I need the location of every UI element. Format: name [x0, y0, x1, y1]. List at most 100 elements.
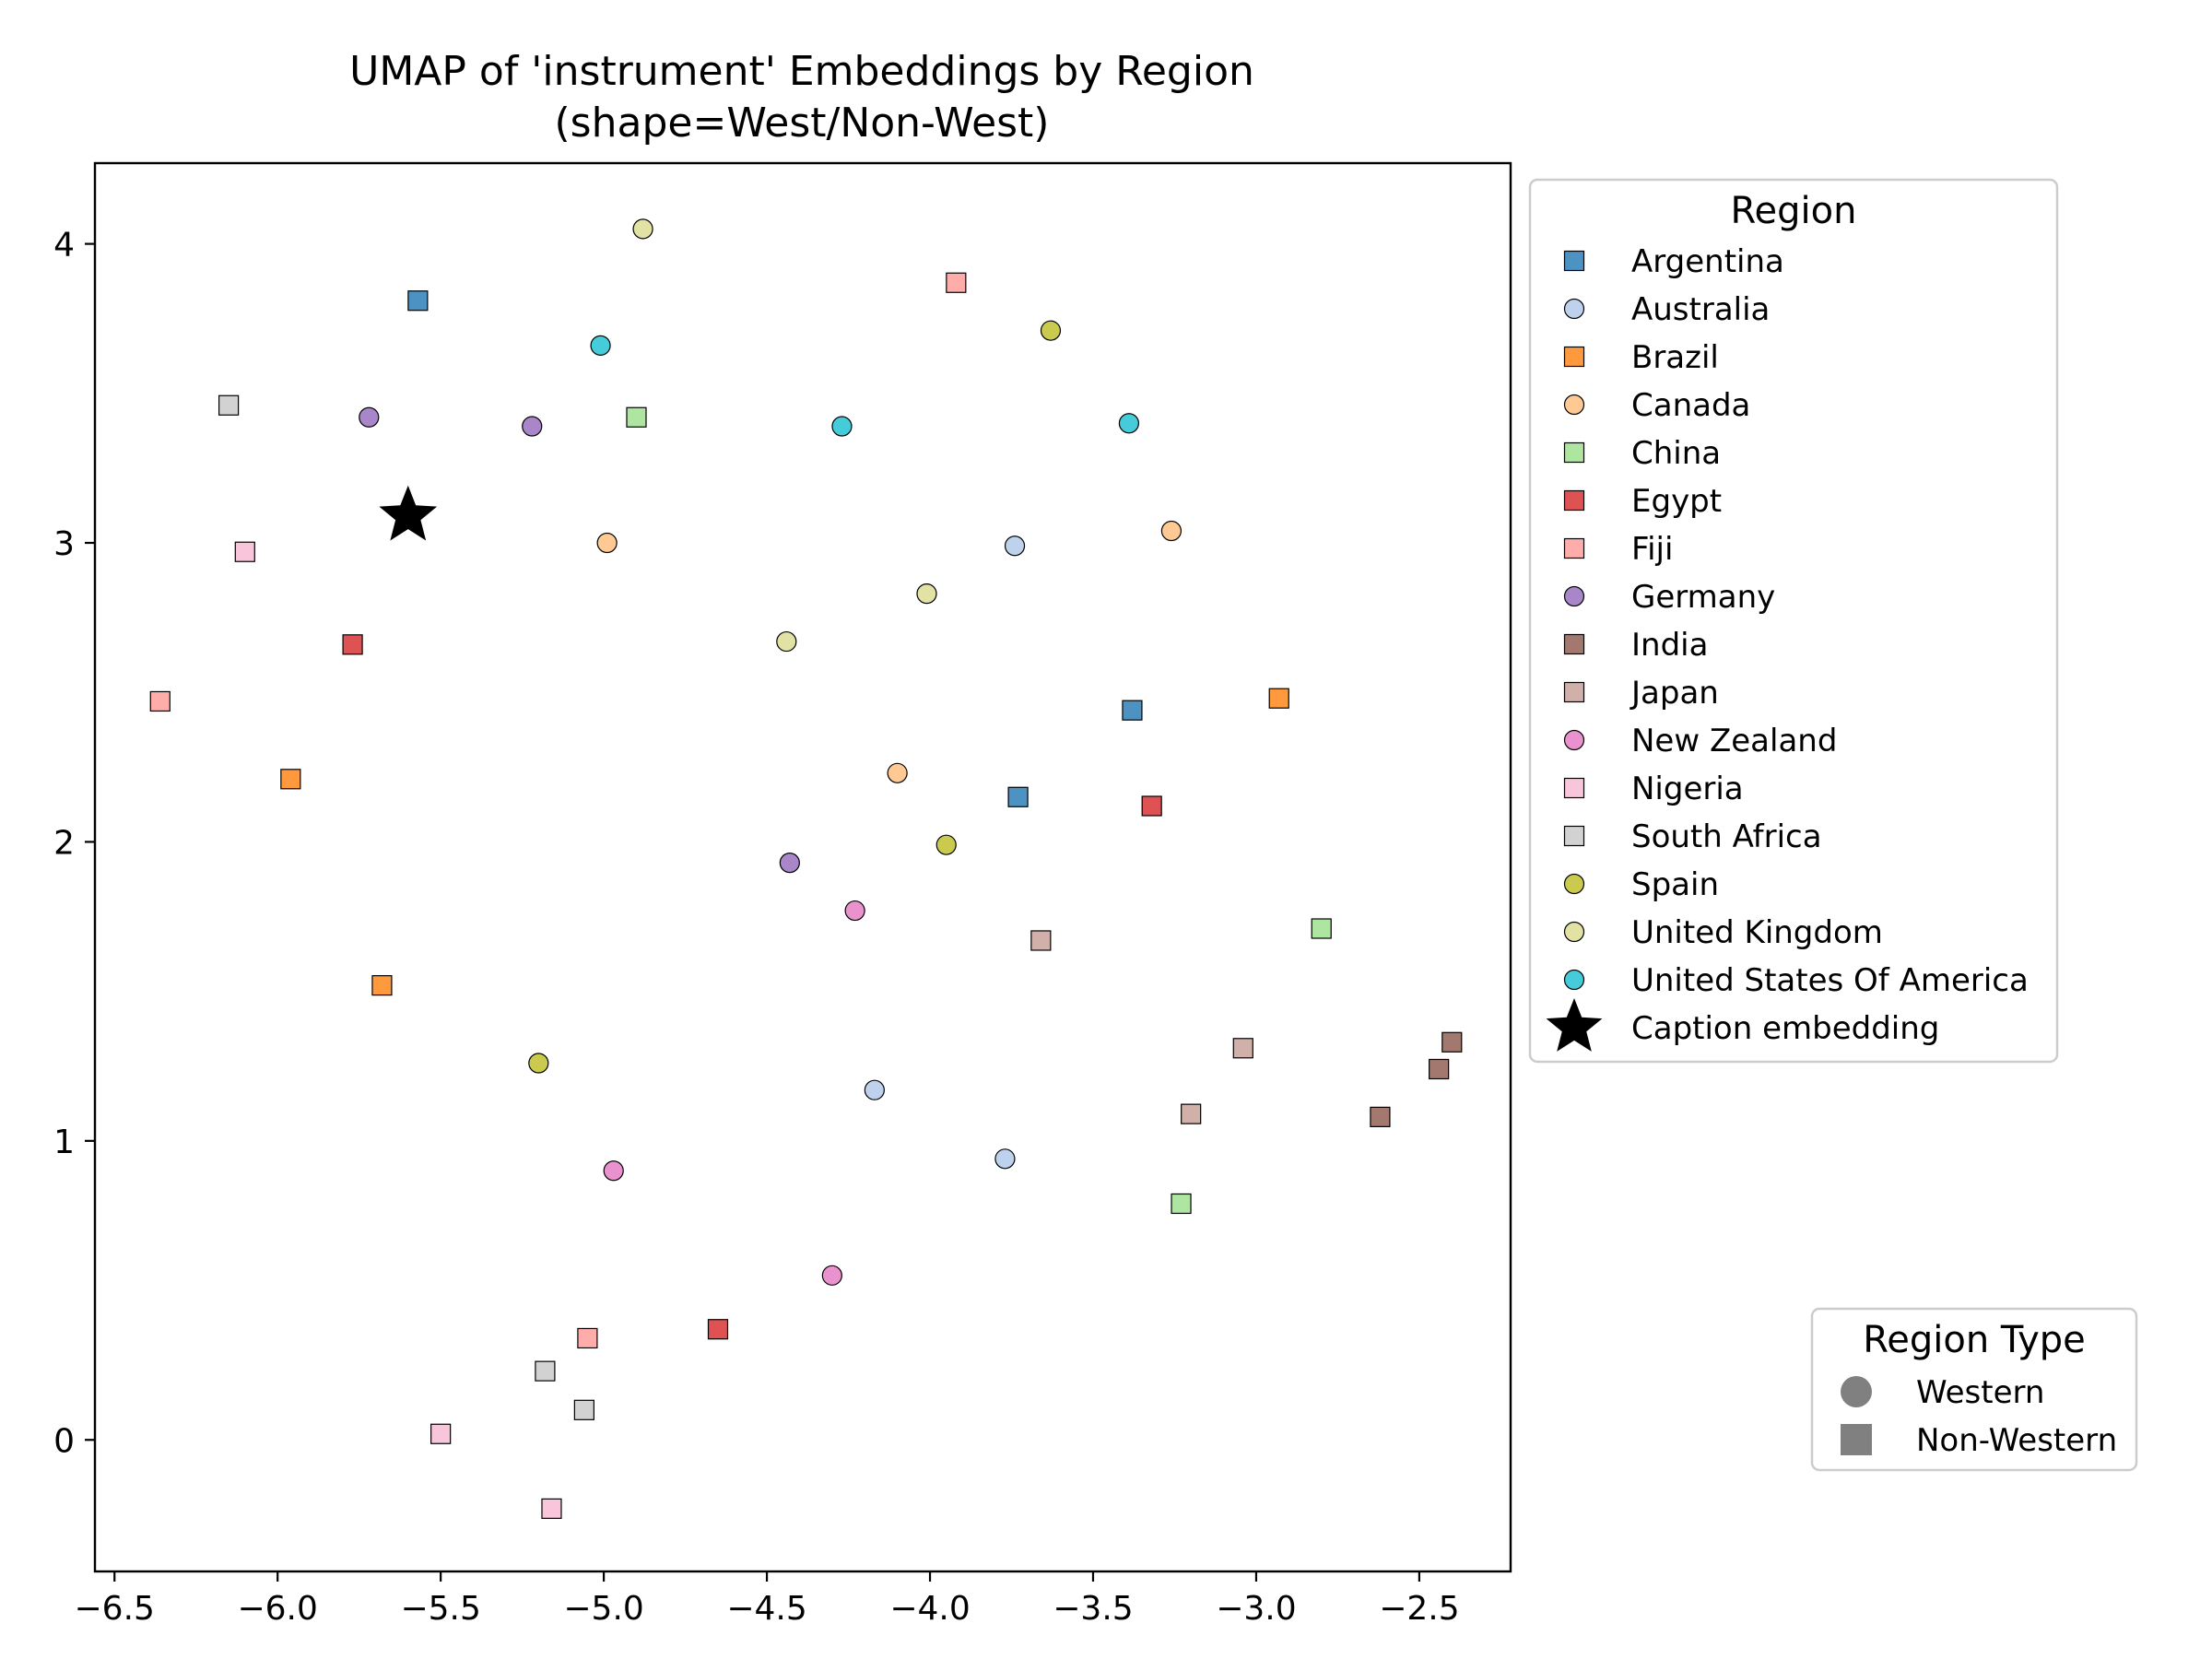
- data-point: [916, 583, 937, 605]
- legend-marker: [1563, 681, 1585, 703]
- data-point: [234, 541, 255, 562]
- data-point: [1141, 795, 1162, 817]
- legend-entry: Fiji: [1631, 531, 1673, 568]
- legend-entry: India: [1631, 627, 1708, 664]
- legend-marker: [1563, 537, 1585, 559]
- data-point: [1311, 918, 1332, 939]
- region-legend-frame: [1528, 178, 2059, 1064]
- chart-subtitle: (shape=West/Non-West): [555, 100, 1050, 147]
- region-type-legend-title: Region Type: [1863, 1319, 2086, 1361]
- data-point: [1429, 1058, 1450, 1080]
- legend-marker: [1563, 825, 1585, 847]
- y-tick-label: 1: [53, 1124, 75, 1161]
- legend-marker: [1563, 873, 1585, 895]
- data-point: [1370, 1106, 1391, 1127]
- scatter-points: [149, 218, 1463, 1519]
- chart-title: UMAP of 'instrument' Embeddings by Regio…: [349, 48, 1254, 95]
- caption-embedding-point: [379, 485, 438, 541]
- legend-marker: [1563, 633, 1585, 655]
- legend-marker: [1563, 969, 1585, 991]
- data-point: [1118, 413, 1140, 434]
- legend-entry: Nigeria: [1631, 771, 1744, 807]
- legend-marker: [1563, 921, 1585, 943]
- y-tick-label: 0: [53, 1422, 75, 1460]
- legend-caption-star: [1546, 998, 1603, 1052]
- legend-marker: [1563, 298, 1585, 320]
- legend-entry-caption: Caption embedding: [1631, 1010, 1939, 1047]
- legend-entry: South Africa: [1631, 818, 1822, 855]
- legend-marker: [1563, 394, 1585, 416]
- y-tick-label: 2: [53, 824, 75, 862]
- data-point: [596, 532, 618, 554]
- legend-entry: Canada: [1631, 387, 1750, 424]
- x-tick-label: −4.5: [726, 1590, 806, 1628]
- y-tick-label: 3: [53, 525, 75, 563]
- legend-entry: Egypt: [1631, 483, 1722, 520]
- region-type-entry: Western: [1916, 1374, 2044, 1411]
- data-point: [844, 900, 865, 922]
- data-point: [626, 406, 647, 428]
- data-point: [573, 1399, 594, 1420]
- legend-entry: New Zealand: [1631, 723, 1837, 759]
- data-point: [149, 690, 171, 712]
- region-type-marker: [1841, 1424, 1872, 1455]
- legend-entry: Argentina: [1631, 243, 1784, 280]
- region-legend-title: Region: [1731, 190, 1857, 232]
- data-point: [577, 1327, 598, 1349]
- data-point: [707, 1319, 729, 1340]
- data-point: [864, 1079, 885, 1100]
- data-point: [407, 290, 429, 312]
- data-point: [887, 762, 908, 783]
- legend-entry: China: [1631, 435, 1721, 472]
- legend-entry: Germany: [1631, 579, 1775, 616]
- region-legend: Region Argentina Australia Brazil Canada Chi…: [1528, 178, 2059, 1064]
- data-point: [935, 834, 957, 855]
- legend-entry: Brazil: [1631, 339, 1719, 376]
- data-point: [779, 853, 800, 874]
- data-point: [1171, 1193, 1192, 1215]
- region-type-legend-frame: [1810, 1307, 2138, 1472]
- x-tick-label: −4.0: [889, 1590, 970, 1628]
- x-tick-label: −3.5: [1053, 1590, 1133, 1628]
- legend-marker: [1563, 441, 1585, 464]
- data-point: [632, 218, 653, 240]
- data-point: [430, 1423, 452, 1444]
- legend-entry: United Kingdom: [1631, 914, 1883, 951]
- legend-entry: United States Of America: [1631, 962, 2029, 999]
- x-tick-label: −6.5: [75, 1590, 155, 1628]
- data-point: [1181, 1103, 1202, 1124]
- x-tick-label: −3.0: [1216, 1590, 1296, 1628]
- x-tick-label: −6.0: [237, 1590, 317, 1628]
- plot-area: [93, 161, 1512, 1573]
- data-point: [994, 1148, 1016, 1170]
- data-point: [280, 769, 301, 790]
- data-point: [371, 975, 393, 996]
- data-point: [359, 406, 380, 428]
- legend-marker: [1563, 489, 1585, 512]
- data-point: [1268, 688, 1289, 709]
- data-point: [1007, 786, 1029, 807]
- data-point: [1004, 535, 1026, 557]
- legend-entry: Japan: [1630, 675, 1719, 712]
- x-axis: −6.5 −6.0 −5.5 −5.0 −4.5 −4.0 −3.5 −3.0 −2.5: [75, 1571, 1460, 1628]
- legend-marker: [1563, 729, 1585, 751]
- legend-marker: [1563, 777, 1585, 799]
- y-axis: 0 1 2 3 4: [53, 227, 95, 1460]
- data-point: [528, 1053, 549, 1074]
- x-tick-label: −5.0: [563, 1590, 643, 1628]
- data-point: [1160, 520, 1182, 542]
- data-point: [1122, 700, 1143, 721]
- data-point: [535, 1360, 556, 1382]
- x-tick-label: −5.5: [400, 1590, 480, 1628]
- data-point: [946, 272, 967, 293]
- legend-marker: [1563, 585, 1585, 607]
- data-point: [218, 394, 240, 416]
- data-point: [1441, 1031, 1463, 1053]
- legend-entry: Australia: [1631, 291, 1770, 328]
- data-point: [1030, 930, 1052, 951]
- legend-marker: [1563, 346, 1585, 368]
- x-tick-label: −2.5: [1379, 1590, 1459, 1628]
- data-point: [522, 416, 543, 437]
- y-tick-label: 4: [53, 227, 75, 265]
